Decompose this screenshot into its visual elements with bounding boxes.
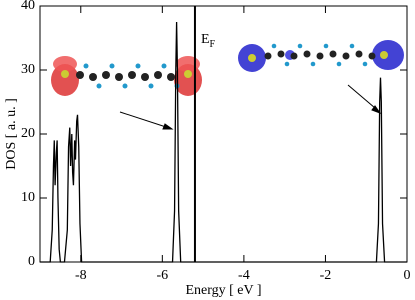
- y-tick-label: 30: [21, 62, 35, 77]
- x-tick-label: -2: [320, 268, 332, 283]
- arrows: [119, 84, 382, 130]
- x-tick-label: -6: [156, 268, 168, 283]
- annotation-text: E: [201, 32, 210, 47]
- annotation: EF: [201, 32, 216, 50]
- molecule-left: [51, 56, 202, 96]
- y-tick-label: 20: [21, 126, 35, 141]
- y-tick-label: 10: [21, 190, 35, 205]
- x-tick-label: -8: [75, 268, 87, 283]
- y-tick-label: 40: [21, 0, 35, 13]
- dos-line: [40, 21, 407, 263]
- x-tick-label: 0: [404, 268, 411, 283]
- x-axis-label: Energy [ eV ]: [185, 283, 261, 298]
- y-axis-label: DOS [ a. u. ]: [4, 98, 19, 170]
- molecule-right: [238, 40, 404, 72]
- x-tick-label: -4: [238, 268, 250, 283]
- annotation-subscript: F: [210, 39, 216, 50]
- y-tick-label: 0: [28, 254, 35, 269]
